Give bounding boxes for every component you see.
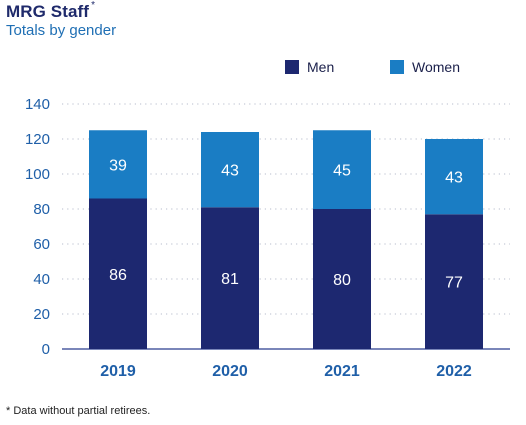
y-tick-label: 60: [33, 236, 50, 253]
data-label: 43: [221, 163, 239, 180]
y-tick-label: 120: [25, 131, 50, 148]
footnote: * Data without partial retirees.: [6, 405, 151, 417]
x-tick-label: 2022: [436, 363, 472, 380]
chart-title: MRG Staff *: [6, 0, 96, 22]
chart-legend: Men Women: [285, 59, 460, 75]
bar-men-2021: [313, 209, 371, 349]
chart-title-text: MRG Staff: [6, 2, 90, 21]
data-label: 43: [445, 170, 463, 187]
bar-men-2019: [89, 198, 147, 349]
y-tick-label: 40: [33, 271, 50, 288]
x-tick-label: 2020: [212, 363, 248, 380]
y-tick-label: 140: [25, 96, 50, 113]
data-label: 77: [445, 275, 463, 292]
stacked-bar-chart: Men Women 0 20 40 60 80 100 120 140 86 39 81 43 80 45…: [25, 59, 510, 380]
data-label: 81: [221, 271, 239, 288]
bar-women-2020: [201, 132, 259, 208]
y-tick-label: 100: [25, 166, 50, 183]
y-tick-label: 0: [42, 341, 50, 358]
data-label: 86: [109, 267, 127, 284]
data-label: 45: [333, 163, 351, 180]
bar-men-2022: [425, 214, 483, 349]
data-label: 39: [109, 157, 127, 174]
x-tick-label: 2019: [100, 363, 136, 380]
title-footnote-mark: *: [91, 0, 96, 12]
x-tick-label: 2021: [324, 363, 360, 380]
bar-women-2019: [89, 130, 147, 199]
legend-label: Women: [412, 59, 460, 75]
x-axis: 2019 2020 2021 2022: [100, 363, 472, 380]
bar-women-2021: [313, 130, 371, 209]
legend-swatch-men: [285, 60, 299, 74]
bar-women-2022: [425, 139, 483, 215]
data-label: 80: [333, 272, 351, 289]
y-tick-label: 80: [33, 201, 50, 218]
legend-label: Men: [307, 59, 334, 75]
bar-men-2020: [201, 207, 259, 349]
chart-subtitle: Totals by gender: [6, 22, 117, 39]
chart-bars: 86 39 81 43 80 45 77 43: [89, 130, 483, 349]
legend-swatch-women: [390, 60, 404, 74]
y-axis: 0 20 40 60 80 100 120 140: [25, 96, 50, 358]
y-tick-label: 20: [33, 306, 50, 323]
